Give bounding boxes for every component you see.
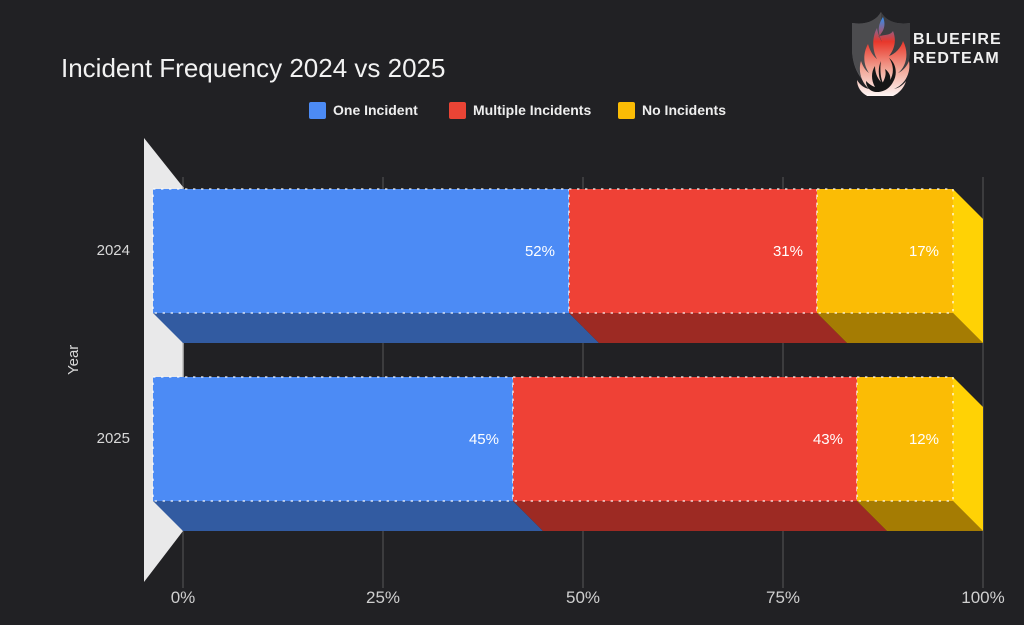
svg-text:31%: 31% <box>773 243 803 260</box>
svg-text:2024: 2024 <box>97 242 130 259</box>
svg-text:25%: 25% <box>366 588 400 607</box>
svg-text:75%: 75% <box>766 588 800 607</box>
svg-text:17%: 17% <box>909 243 939 260</box>
svg-text:50%: 50% <box>566 588 600 607</box>
svg-text:43%: 43% <box>813 431 843 448</box>
svg-text:12%: 12% <box>909 431 939 448</box>
svg-text:2025: 2025 <box>97 430 130 447</box>
svg-text:45%: 45% <box>469 431 499 448</box>
svg-text:0%: 0% <box>171 588 196 607</box>
svg-text:52%: 52% <box>525 243 555 260</box>
svg-text:100%: 100% <box>961 588 1004 607</box>
